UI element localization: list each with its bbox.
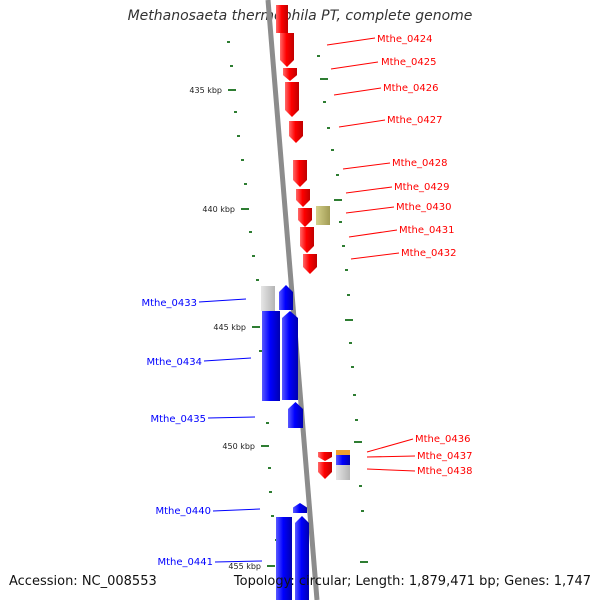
gene-label-mthe-0440[interactable]: Mthe_0440 [156, 506, 212, 517]
leader-line [345, 186, 393, 194]
summary-text: Topology: circular; Length: 1,879,471 bp… [233, 574, 591, 589]
leader-line [342, 162, 391, 170]
gene-label-mthe-0437[interactable]: Mthe_0437 [417, 451, 473, 462]
gene-feature[interactable] [262, 311, 280, 401]
gene-feature[interactable] [282, 311, 298, 400]
gene-feature[interactable] [279, 285, 293, 310]
gene-label-mthe-0435[interactable]: Mthe_0435 [151, 414, 207, 425]
gene-feature[interactable] [296, 189, 310, 207]
gene-feature[interactable] [300, 227, 314, 253]
gene-feature[interactable] [298, 208, 312, 227]
gene-label-mthe-0424[interactable]: Mthe_0424 [377, 34, 433, 45]
tick-dots [227, 41, 368, 563]
leader-line [203, 357, 252, 362]
gene-label-mthe-0434[interactable]: Mthe_0434 [147, 357, 203, 368]
tick-label: 445 kbp [213, 323, 246, 332]
leader-line [326, 37, 376, 46]
leader-line [207, 416, 256, 419]
pseudo-feature[interactable] [336, 465, 350, 480]
tick-marks: 435 kbp 440 kbp 445 kbp 450 kbp 455 kbp [189, 86, 275, 571]
gene-label-mthe-0426[interactable]: Mthe_0426 [383, 83, 439, 94]
tick-label: 450 kbp [222, 442, 255, 451]
gene-feature[interactable] [276, 5, 288, 33]
gene-feature[interactable] [318, 452, 332, 461]
gene-features [261, 5, 350, 600]
other-feature[interactable] [316, 206, 330, 225]
gene-label-mthe-0430[interactable]: Mthe_0430 [396, 202, 452, 213]
gene-label-mthe-0438[interactable]: Mthe_0438 [417, 466, 473, 477]
accession-text: Accession: NC_008553 [9, 574, 157, 589]
tick-label: 440 kbp [202, 205, 235, 214]
gene-feature[interactable] [295, 516, 309, 600]
gene-feature[interactable] [289, 121, 303, 143]
gene-feature[interactable] [285, 82, 299, 117]
leader-line [366, 468, 416, 472]
gene-label-mthe-0432[interactable]: Mthe_0432 [401, 248, 457, 259]
gene-feature[interactable] [283, 68, 297, 81]
leader-line [212, 508, 261, 512]
tick-label: 455 kbp [228, 562, 261, 571]
leader-line [333, 87, 382, 96]
gene-label-mthe-0441[interactable]: Mthe_0441 [158, 557, 214, 568]
gene-label-mthe-0428[interactable]: Mthe_0428 [392, 158, 448, 169]
gene-feature[interactable] [293, 503, 307, 513]
gene-label-mthe-0431[interactable]: Mthe_0431 [399, 225, 455, 236]
gene-label-mthe-0433[interactable]: Mthe_0433 [142, 298, 198, 309]
gene-feature[interactable] [303, 254, 317, 274]
leader-line [348, 229, 398, 238]
gene-feature[interactable] [336, 455, 350, 465]
leader-line [338, 119, 386, 128]
pseudo-feature[interactable] [261, 286, 275, 311]
leader-line [214, 560, 263, 563]
map-title: Methanosaeta thermophila PT, complete ge… [127, 8, 473, 24]
gene-labels: Mthe_0424 Mthe_0425 Mthe_0426 Mthe_0427 Mthe… [142, 34, 473, 568]
gene-feature[interactable] [318, 462, 332, 479]
leader-line [330, 61, 379, 70]
gene-label-mthe-0425[interactable]: Mthe_0425 [381, 57, 437, 68]
leader-line [366, 455, 416, 458]
gene-feature[interactable] [288, 402, 303, 428]
leader-line [198, 298, 247, 303]
leader-line [366, 438, 414, 453]
gene-label-mthe-0429[interactable]: Mthe_0429 [394, 182, 450, 193]
leader-line [350, 252, 400, 260]
gene-feature[interactable] [280, 33, 294, 67]
other-feature[interactable] [336, 450, 350, 455]
leader-line [345, 206, 395, 214]
gene-feature[interactable] [276, 517, 292, 600]
gene-label-mthe-0436[interactable]: Mthe_0436 [415, 434, 471, 445]
gene-feature[interactable] [293, 160, 307, 187]
gene-label-mthe-0427[interactable]: Mthe_0427 [387, 115, 443, 126]
tick-label: 435 kbp [189, 86, 222, 95]
